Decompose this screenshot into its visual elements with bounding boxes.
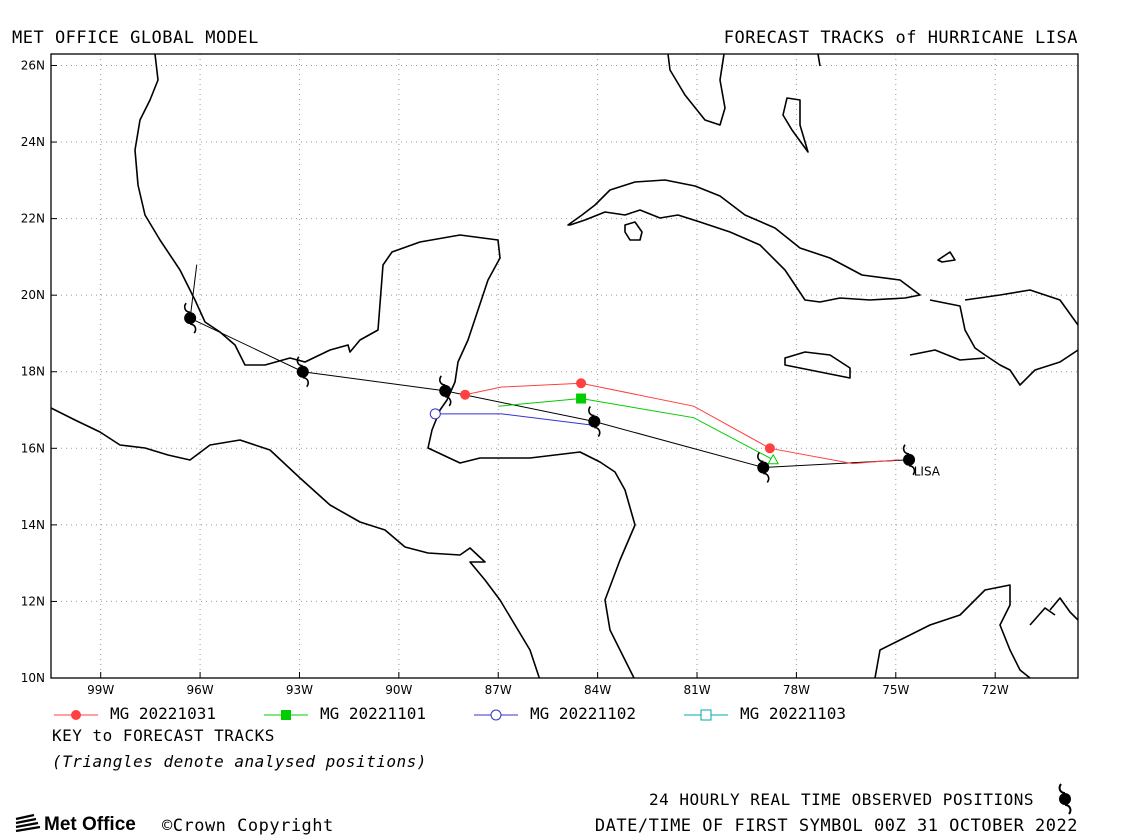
observed-track-tail bbox=[189, 264, 198, 319]
analysed-position-marker bbox=[767, 453, 780, 465]
observed-track-line bbox=[189, 317, 910, 468]
forecast-track-marker bbox=[576, 393, 587, 404]
map-title-right: FORECAST TRACKS of HURRICANE LISA bbox=[723, 28, 1078, 48]
forecast-track-marker bbox=[576, 378, 587, 389]
lon-tick-label: 99W bbox=[87, 683, 114, 697]
lon-tick-label: 84W bbox=[584, 683, 611, 697]
lat-tick-label: 20N bbox=[21, 288, 45, 302]
first-symbol-datetime: DATE/TIME OF FIRST SYMBOL 00Z 31 OCTOBER… bbox=[594, 816, 1078, 836]
hurricane-symbol-icon bbox=[183, 302, 197, 334]
lon-tick-label: 96W bbox=[187, 683, 214, 697]
lon-tick-label: 81W bbox=[683, 683, 710, 697]
forecast-track-marker bbox=[764, 443, 775, 454]
legend-label: MG 20221103 bbox=[740, 704, 846, 723]
met-office-logo: Met Office bbox=[14, 813, 136, 836]
coastline bbox=[51, 407, 541, 678]
coastline bbox=[567, 179, 921, 303]
tracks-layer: LISA bbox=[183, 264, 941, 483]
coastlines bbox=[51, 54, 1078, 678]
legend-item-20221103: MG 20221103 bbox=[682, 704, 922, 726]
lat-tick-label: 22N bbox=[21, 212, 45, 226]
coastline bbox=[909, 349, 986, 361]
hurricane-symbol-icon bbox=[902, 444, 916, 476]
forecast-track-line bbox=[465, 382, 900, 465]
key-title: KEY to FORECAST TRACKS bbox=[52, 726, 275, 745]
coastline bbox=[929, 299, 1078, 386]
forecast-track-marker bbox=[429, 408, 441, 420]
coastline bbox=[134, 54, 636, 678]
lon-tick-label: 90W bbox=[385, 683, 412, 697]
hurricane-symbol-icon bbox=[439, 375, 452, 407]
coastline bbox=[624, 221, 643, 241]
lat-tick-label: 16N bbox=[21, 441, 45, 455]
map-frame bbox=[50, 53, 1079, 679]
forecast-track-line bbox=[498, 398, 774, 461]
hurricane-symbol-icon bbox=[588, 406, 601, 437]
coastline bbox=[784, 351, 851, 379]
map-title-left: MET OFFICE GLOBAL MODEL bbox=[12, 28, 259, 48]
hurricane-symbol-icon bbox=[1058, 783, 1072, 815]
legend-green-square-icon bbox=[264, 710, 308, 720]
lon-tick-label: 75W bbox=[882, 683, 909, 697]
lat-tick-label: 14N bbox=[21, 518, 45, 532]
legend-label: MG 20221101 bbox=[320, 704, 426, 723]
coastline bbox=[817, 54, 821, 67]
observed-positions-note: 24 HOURLY REAL TIME OBSERVED POSITIONS bbox=[648, 790, 1034, 809]
lon-tick-label: 93W bbox=[286, 683, 313, 697]
lon-tick-label: 72W bbox=[982, 683, 1009, 697]
coastline bbox=[964, 289, 1078, 326]
legend-item-20221101: MG 20221101 bbox=[262, 704, 502, 726]
lat-tick-label: 26N bbox=[21, 58, 45, 72]
lat-tick-label: 10N bbox=[21, 671, 45, 685]
forecast-track-marker bbox=[460, 389, 471, 400]
coastline bbox=[874, 584, 1031, 678]
coastline bbox=[1049, 597, 1078, 621]
coastline bbox=[1029, 607, 1056, 626]
legend-cyan-open-square-icon bbox=[684, 709, 728, 721]
lat-tick-label: 12N bbox=[21, 594, 45, 608]
storm-name-label: LISA bbox=[914, 464, 941, 478]
lon-tick-label: 78W bbox=[783, 683, 810, 697]
forecast-track-line bbox=[435, 413, 595, 426]
legend-label: MG 20221031 bbox=[110, 704, 216, 723]
map-axes: 26N 24N 22N 20N 18N 16N 14N 12N 10N 99W 96W 93W 90W 8… bbox=[21, 58, 1009, 697]
map-grid bbox=[51, 54, 1078, 678]
met-office-logo-icon bbox=[15, 813, 41, 833]
coastline bbox=[937, 251, 956, 263]
coastline bbox=[667, 54, 726, 126]
met-office-brand-text: Met Office bbox=[44, 814, 136, 835]
copyright-notice: ©Crown Copyright bbox=[162, 816, 334, 836]
legend-label: MG 20221102 bbox=[530, 704, 636, 723]
legend-red-circle-icon bbox=[54, 710, 98, 720]
coastline bbox=[782, 97, 809, 153]
legend-blue-open-circle-icon bbox=[474, 709, 518, 721]
key-note: (Triangles denote analysed positions) bbox=[52, 752, 427, 771]
lon-tick-label: 87W bbox=[485, 683, 512, 697]
legend-item-20221102: MG 20221102 bbox=[472, 704, 712, 726]
lat-tick-label: 24N bbox=[21, 135, 45, 149]
forecast-map: LISA 26N 24N 22N 20N 18N 16N 14N 12N 10N 99W 96W 93… bbox=[21, 53, 1079, 697]
legend-item-20221031: MG 20221031 bbox=[52, 704, 292, 726]
hurricane-symbol-icon bbox=[757, 451, 770, 483]
hurricane-symbol-icon bbox=[296, 356, 309, 388]
lat-tick-label: 18N bbox=[21, 365, 45, 379]
